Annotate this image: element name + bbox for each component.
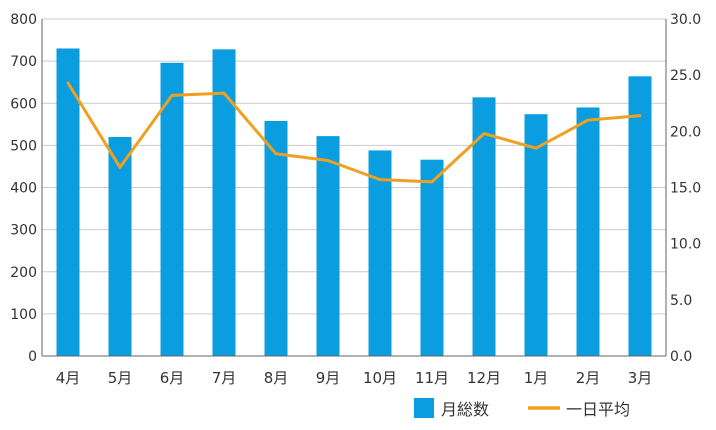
x-tick-label: 7月	[212, 369, 237, 387]
y-right-tick-label: 5.0	[670, 293, 692, 309]
y-right-tick-label: 20.0	[670, 124, 701, 140]
bar	[420, 159, 444, 356]
y-right-tick-label: 30.0	[670, 12, 701, 28]
bar	[160, 62, 184, 357]
gridlines	[42, 18, 666, 315]
legend: 月総数 一日平均	[414, 398, 630, 419]
y-left-tick-label: 700	[10, 54, 37, 70]
bar-series	[56, 48, 652, 357]
bar	[264, 120, 288, 356]
axes: 0 100 200 300 400 500 600 700 800 0.0 5.0 10.0 15.0 2…	[10, 12, 701, 387]
bar	[316, 136, 340, 356]
y-left-tick-label: 300	[10, 223, 37, 239]
y-right-tick-label: 10.0	[670, 237, 701, 253]
line-series-path	[66, 81, 642, 184]
x-tick-label: 2月	[576, 369, 601, 387]
x-tick-label: 6月	[160, 369, 185, 387]
legend-label-bars: 月総数	[441, 400, 489, 419]
x-tick-label: 3月	[628, 369, 653, 387]
bar	[368, 150, 392, 356]
y-right-tick-label: 15.0	[670, 181, 701, 197]
y-left-tick-label: 600	[10, 96, 37, 112]
y-left-tick-label: 0	[28, 349, 37, 365]
y-left-tick-label: 200	[10, 265, 37, 281]
bar	[472, 97, 496, 356]
bar	[212, 49, 236, 357]
legend-swatch-bars	[414, 398, 434, 418]
y-right-tick-label: 0.0	[670, 349, 692, 365]
x-tick-label: 1月	[524, 369, 549, 387]
x-tick-label: 12月	[467, 369, 501, 387]
y-left-tick-label: 400	[10, 181, 37, 197]
y-left-tick-label: 500	[10, 138, 37, 154]
line-series	[66, 81, 642, 184]
x-tick-label: 4月	[56, 369, 81, 387]
bar	[576, 107, 600, 357]
y-left-tick-label: 100	[10, 307, 37, 323]
y-left-tick-label: 800	[10, 12, 37, 28]
bar	[56, 48, 80, 357]
x-tick-label: 9月	[316, 369, 341, 387]
x-tick-label: 8月	[264, 369, 289, 387]
bar	[524, 114, 548, 356]
legend-label-line: 一日平均	[566, 400, 630, 419]
bar	[628, 76, 652, 356]
bar	[108, 136, 132, 356]
x-tick-label: 5月	[108, 369, 133, 387]
y-right-tick-label: 25.0	[670, 68, 701, 84]
x-tick-label: 10月	[363, 369, 397, 387]
x-tick-label: 11月	[415, 369, 449, 387]
